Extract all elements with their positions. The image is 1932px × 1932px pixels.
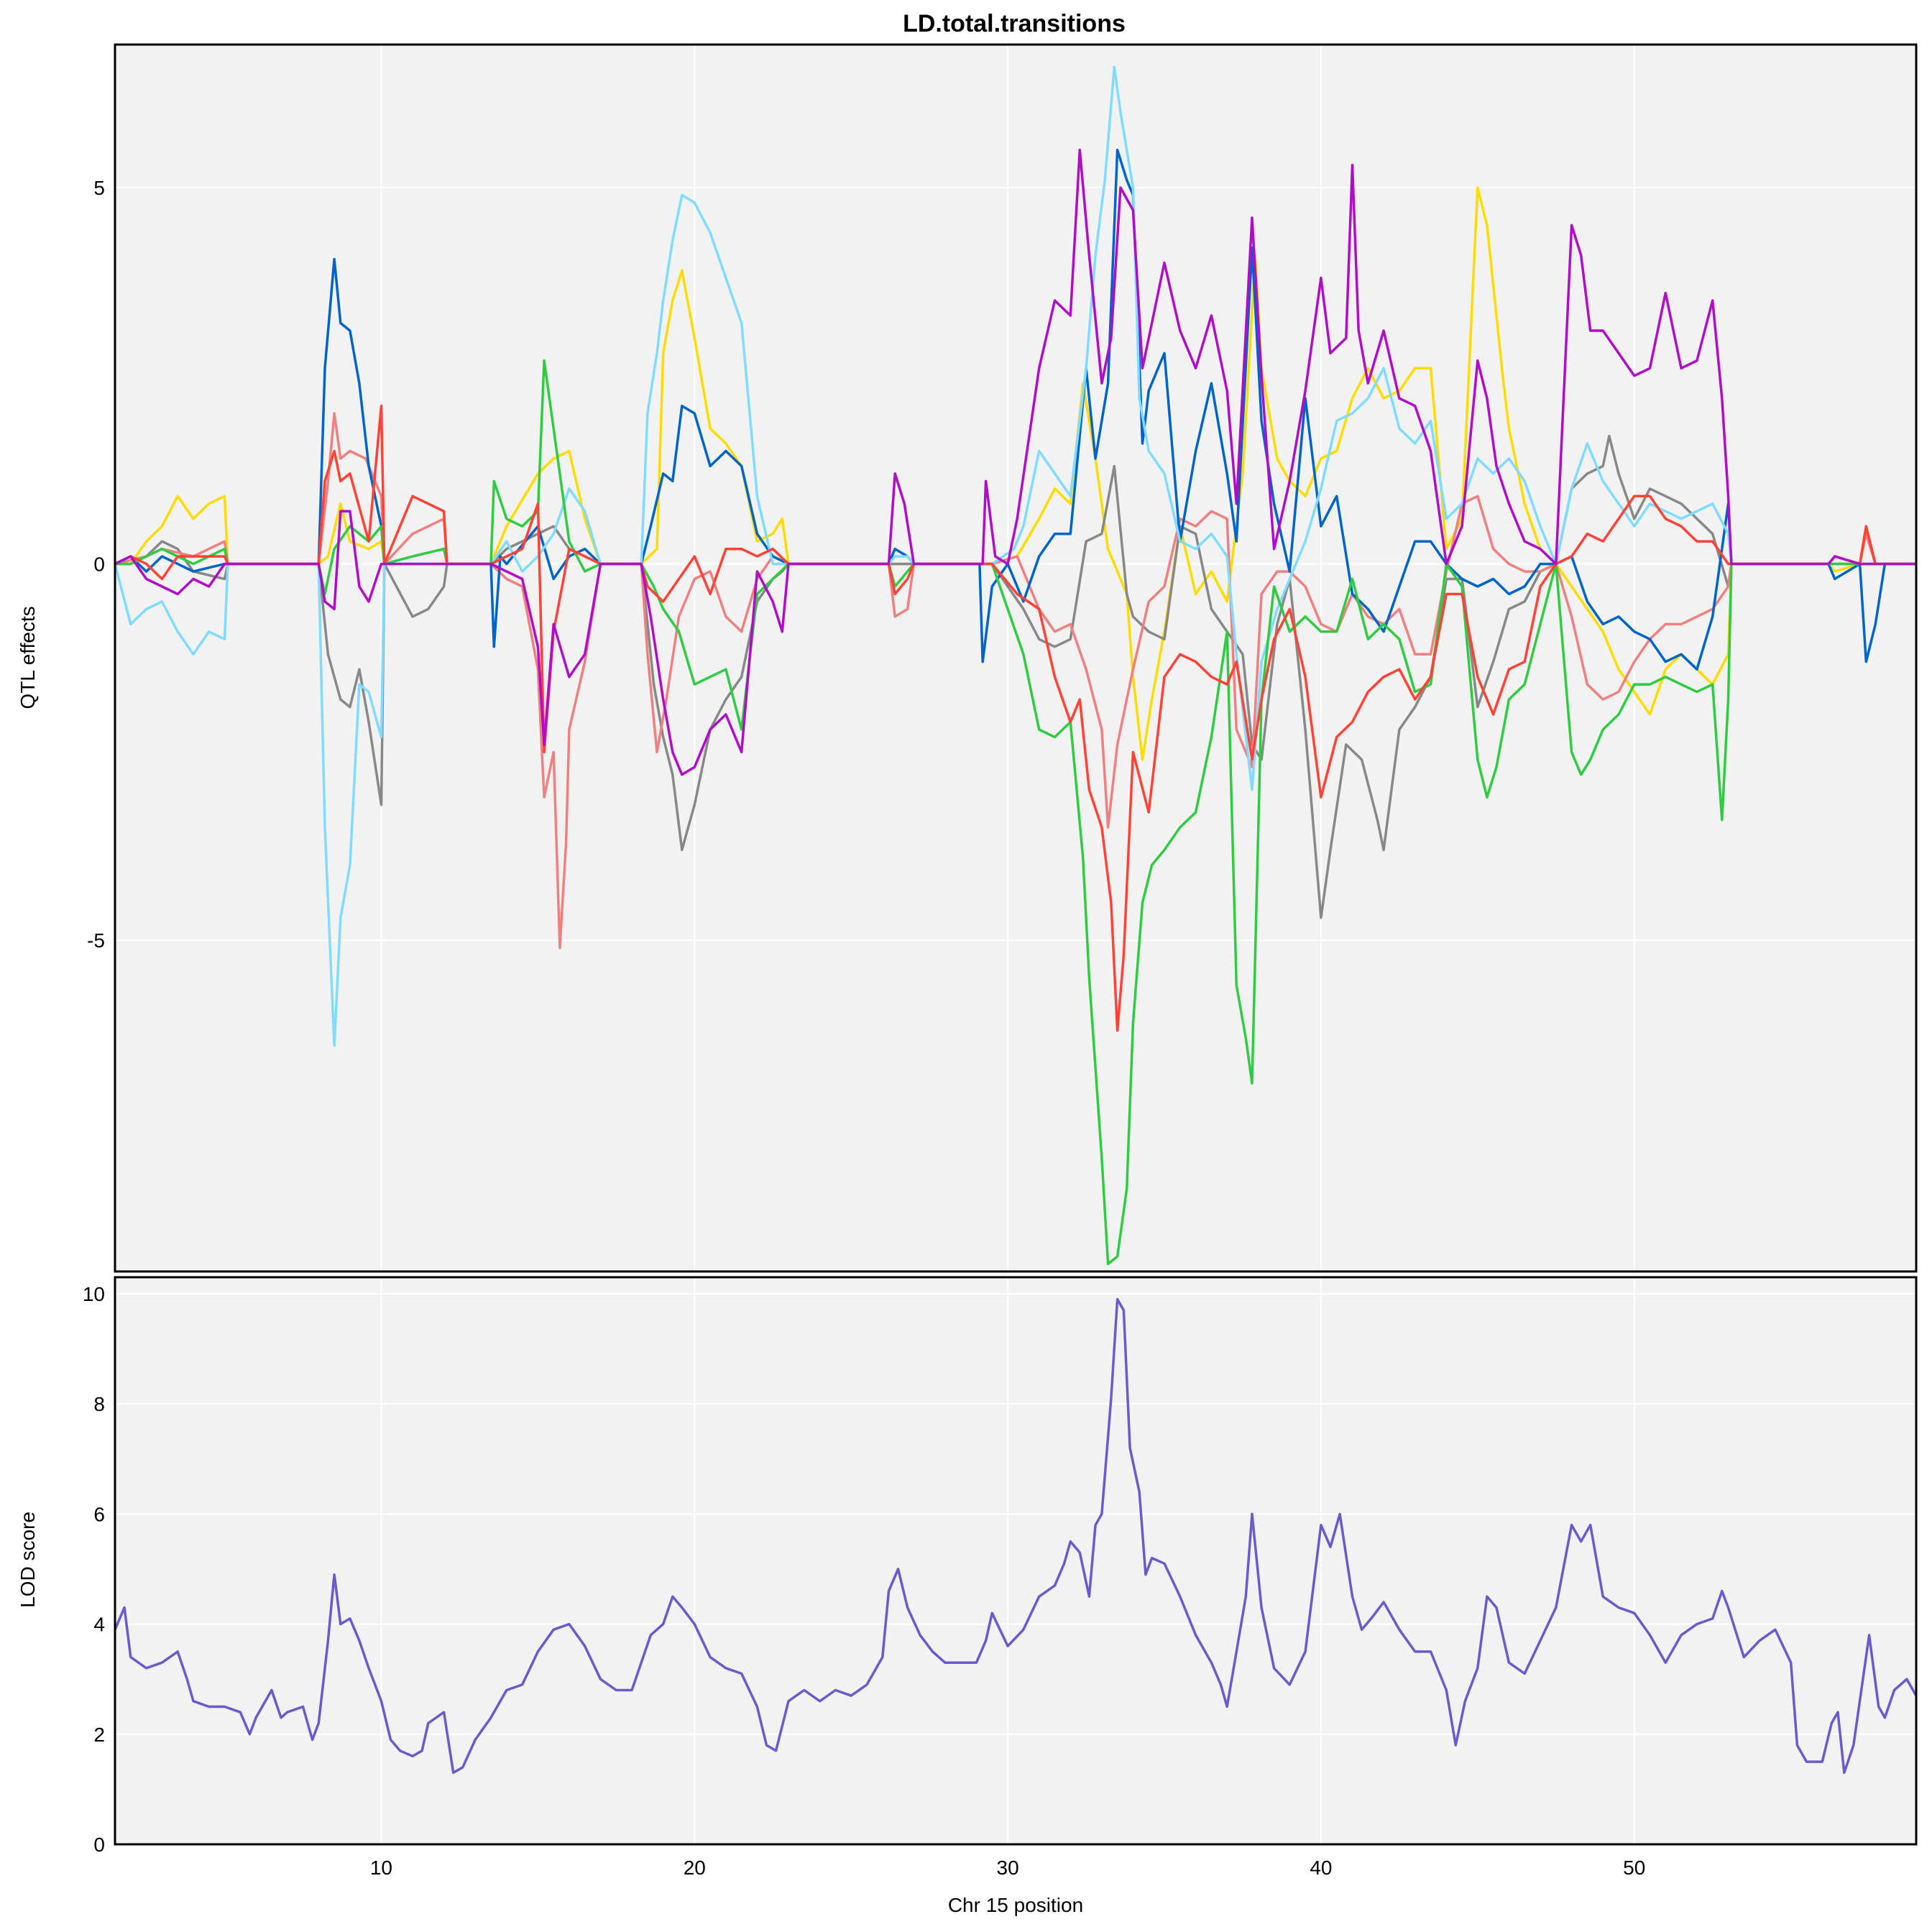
effects-series-line-5 [114,65,1916,1047]
effects-plot-background [115,45,1916,1271]
effects-y-axis: -5 0 5 [87,177,105,952]
x-tick-label: 30 [997,1857,1019,1879]
effects-panel: -5 0 5 QTL effects [17,43,1918,1273]
effects-y-axis-label: QTL effects [17,606,39,709]
chart-title: LD.total.transitions [903,10,1126,37]
lod-y-tick-label: 4 [93,1614,105,1636]
lod-plot-background [115,1277,1916,1844]
effects-series-line-2 [115,434,1916,919]
x-axis: 10 20 30 40 50 [370,1857,1645,1879]
effects-series-group [114,65,1916,1266]
x-tick-label: 20 [684,1857,706,1879]
lod-y-axis-label: LOD score [17,1512,39,1608]
effects-series-line-8 [114,148,1916,776]
x-axis-label: Chr 15 position [948,1894,1083,1916]
x-tick-label: 50 [1623,1857,1645,1879]
lod-series-line-1 [114,1297,1918,1775]
lod-y-tick-label: 8 [93,1393,105,1415]
lod-y-tick-label: 0 [93,1834,105,1856]
effects-series-line-4 [114,148,1916,671]
x-tick-label: 40 [1310,1857,1332,1879]
effects-y-tick-label: 0 [93,553,105,576]
lod-y-tick-label: 6 [93,1503,105,1525]
lod-y-axis: 0 2 4 6 8 10 [83,1283,105,1856]
lod-panel: 0 2 4 6 8 10 10 20 30 40 50 LOD score Chr 15 posi… [17,1276,1918,1916]
effects-plot-frame [114,43,1918,1273]
effects-y-tick-label: -5 [87,929,105,952]
effects-series-line-7 [114,404,1916,1032]
lod-series-group [114,1297,1918,1775]
lod-plot-frame [114,1276,1918,1846]
lod-y-tick-label: 10 [83,1283,105,1305]
lod-y-tick-label: 2 [93,1724,105,1746]
x-tick-label: 10 [370,1857,392,1879]
effects-y-tick-label: 5 [93,177,105,199]
